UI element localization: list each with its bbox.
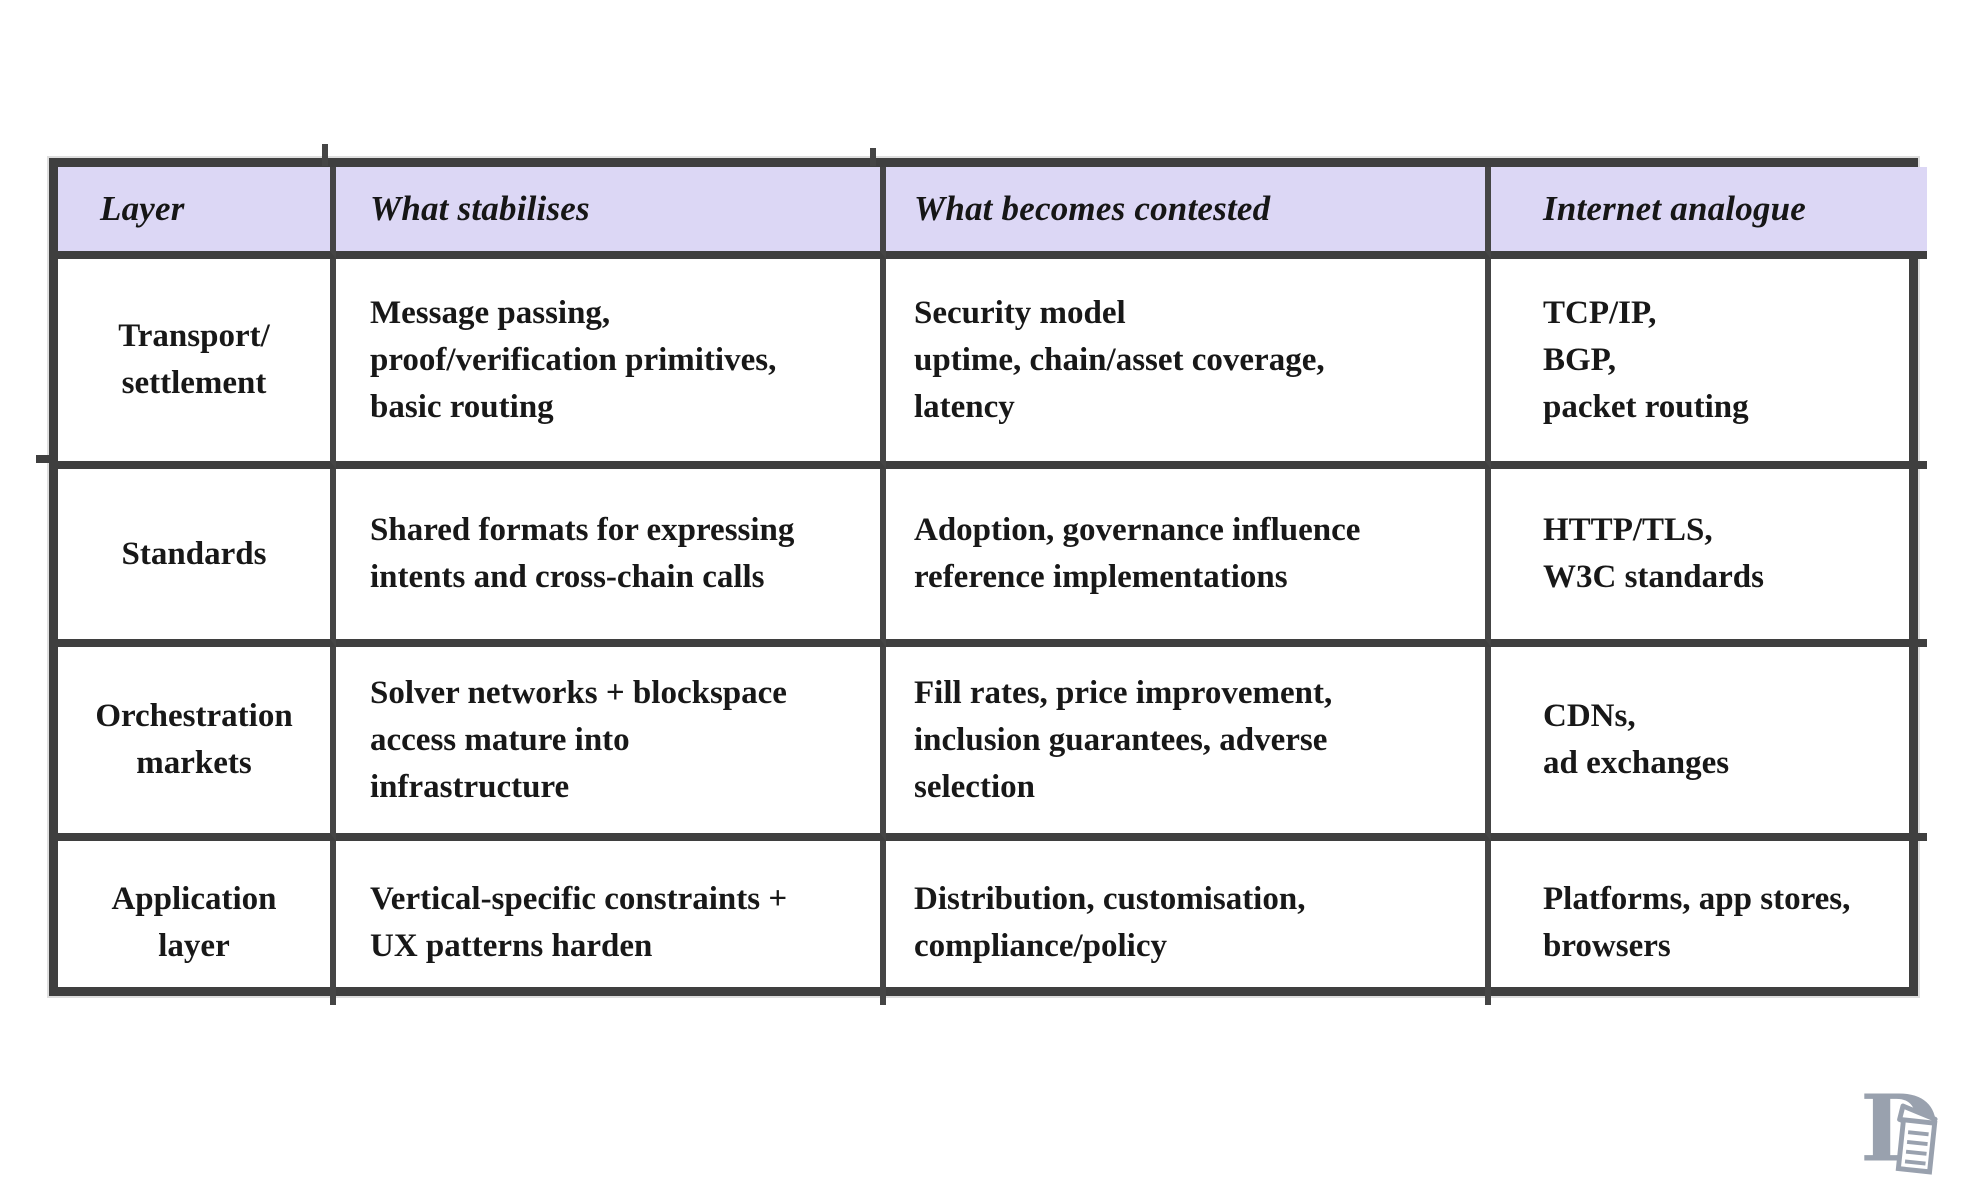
cell-transport-contested: Security model uptime, chain/asset cover…	[886, 259, 1491, 469]
cell-application-stabilises: Vertical-specific constraints + UX patte…	[336, 841, 886, 1005]
cell-orchestration-stabilises: Solver networks + blockspace access matu…	[336, 647, 886, 841]
header-label: Internet analogue	[1543, 189, 1807, 228]
cell-transport-stabilises: Message passing, proof/verification prim…	[336, 259, 886, 469]
d-scroll-logo-icon: D	[1860, 1078, 1940, 1182]
sketch-overshoot-line	[36, 455, 54, 463]
header-cell-what-stabilises: What stabilises	[336, 167, 886, 259]
cell-text: TCP/IP, BGP, packet routing	[1543, 294, 1749, 425]
cell-text: Fill rates, price improvement, inclusion…	[914, 674, 1333, 805]
cell-standards-analogue: HTTP/TLS, W3C standards	[1491, 469, 1927, 647]
cell-application-analogue: Platforms, app stores, browsers	[1491, 841, 1927, 1005]
cell-text: Application layer	[111, 881, 277, 964]
header-cell-internet-analogue: Internet analogue	[1491, 167, 1927, 259]
cell-standards-layer: Standards	[58, 469, 336, 647]
cell-text: Standards	[121, 535, 267, 572]
header-label: Layer	[100, 189, 185, 228]
cell-standards-stabilises: Shared formats for expressing intents an…	[336, 469, 886, 647]
header-cell-layer: Layer	[58, 167, 336, 259]
cell-text: Shared formats for expressing intents an…	[370, 512, 795, 595]
sketch-overshoot-line	[870, 148, 876, 166]
header-label: What stabilises	[370, 189, 590, 228]
cell-text: Message passing, proof/verification prim…	[370, 294, 777, 425]
cell-transport-layer: Transport/ settlement	[58, 259, 336, 469]
header-label: What becomes contested	[914, 189, 1271, 228]
cell-text: Solver networks + blockspace access matu…	[370, 674, 787, 805]
cell-standards-contested: Adoption, governance influence reference…	[886, 469, 1491, 647]
cell-orchestration-layer: Orchestration markets	[58, 647, 336, 841]
cell-text: Security model uptime, chain/asset cover…	[914, 294, 1325, 425]
cell-text: Orchestration markets	[95, 698, 293, 781]
cell-text: Transport/ settlement	[118, 318, 270, 401]
cell-text: HTTP/TLS, W3C standards	[1543, 512, 1764, 595]
cell-application-contested: Distribution, customisation, compliance/…	[886, 841, 1491, 1005]
header-cell-what-becomes-contested: What becomes contested	[886, 167, 1491, 259]
cell-orchestration-contested: Fill rates, price improvement, inclusion…	[886, 647, 1491, 841]
cell-orchestration-analogue: CDNs, ad exchanges	[1491, 647, 1927, 841]
layers-table: Layer What stabilises What becomes conte…	[49, 158, 1927, 1005]
cell-text: CDNs, ad exchanges	[1543, 698, 1730, 781]
cell-application-layer: Application layer	[58, 841, 336, 1005]
cell-text: Adoption, governance influence reference…	[914, 512, 1361, 595]
cell-transport-analogue: TCP/IP, BGP, packet routing	[1491, 259, 1927, 469]
cell-text: Vertical-specific constraints + UX patte…	[370, 881, 788, 964]
cell-text: Platforms, app stores, browsers	[1543, 881, 1851, 964]
cell-text: Distribution, customisation, compliance/…	[914, 881, 1306, 964]
sketch-overshoot-line	[322, 144, 328, 166]
